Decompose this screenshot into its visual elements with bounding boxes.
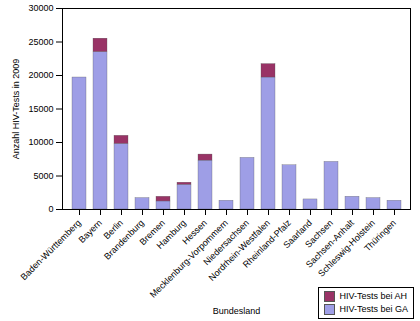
- svg-text:Berlin: Berlin: [101, 217, 125, 242]
- svg-text:25000: 25000: [28, 37, 53, 47]
- svg-text:Thüringen: Thüringen: [362, 218, 398, 254]
- svg-text:0: 0: [48, 204, 53, 214]
- svg-text:Hamburg: Hamburg: [155, 218, 188, 251]
- svg-text:Sachsen-Anhalt: Sachsen-Anhalt: [303, 217, 356, 270]
- svg-text:Saarland: Saarland: [281, 217, 314, 251]
- html-text:HIV-Tests bei AH: HIV-Tests bei AH: [339, 291, 407, 301]
- html-text:HIV-Tests bei GA: HIV-Tests bei GA: [339, 304, 408, 314]
- svg-text:Bundesland: Bundesland: [213, 306, 261, 316]
- svg-text:Anzahl HIV-Tests in 2009: Anzahl HIV-Tests in 2009: [11, 59, 21, 160]
- svg-text:30000: 30000: [28, 3, 53, 13]
- svg-text:15000: 15000: [28, 104, 53, 114]
- svg-text:Hessen: Hessen: [180, 217, 209, 247]
- svg-text:Bayern: Bayern: [77, 218, 104, 245]
- svg-text:Bremen: Bremen: [137, 217, 167, 248]
- svg-text:20000: 20000: [28, 70, 53, 80]
- svg-text:Rheinland-Pfalz: Rheinland-Pfalz: [240, 217, 293, 270]
- svg-text:Nordrhein-Westfalen: Nordrhein-Westfalen: [206, 217, 272, 283]
- svg-text:Schleswig-Holstein: Schleswig-Holstein: [316, 217, 377, 279]
- svg-text:10000: 10000: [28, 137, 53, 147]
- svg-text:Baden-Württemberg: Baden-Württemberg: [19, 218, 83, 282]
- svg-text:Sachsen: Sachsen: [303, 217, 335, 250]
- svg-text:Brandenburg: Brandenburg: [102, 217, 146, 262]
- svg-text:Niedersachsen: Niedersachsen: [201, 217, 251, 268]
- svg-text:Mecklenburg-Vorpommern: Mecklenburg-Vorpommern: [148, 218, 230, 300]
- svg-text:5000: 5000: [33, 171, 53, 181]
